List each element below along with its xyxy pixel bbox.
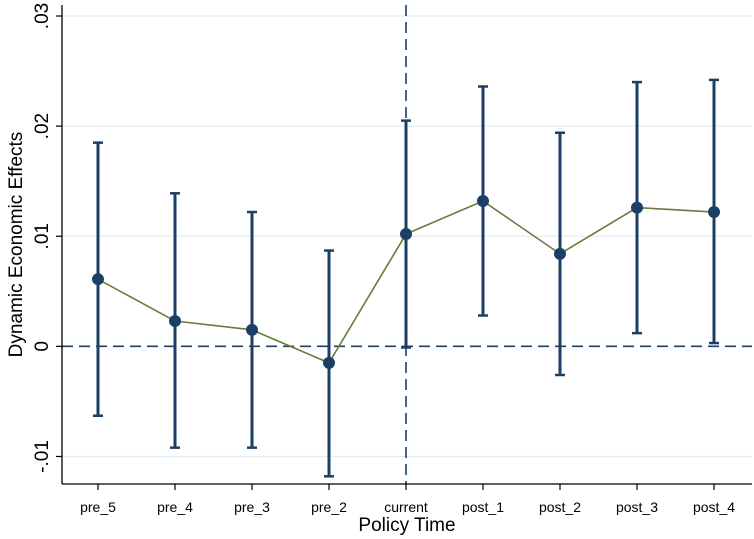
data-point bbox=[92, 273, 104, 286]
data-point bbox=[400, 228, 412, 241]
x-tick-label: pre_5 bbox=[80, 499, 116, 515]
y-tick-label: .01 bbox=[32, 223, 53, 249]
y-tick-label: .03 bbox=[32, 3, 53, 29]
data-point bbox=[477, 195, 489, 208]
x-axis-title: Policy Time bbox=[358, 515, 455, 536]
data-points bbox=[92, 195, 720, 369]
x-tick-label: current bbox=[384, 499, 428, 515]
x-tick-label: post_3 bbox=[616, 499, 658, 515]
y-tick-label: 0 bbox=[32, 341, 53, 352]
x-tick-label: pre_3 bbox=[234, 499, 270, 515]
x-tick-label: pre_4 bbox=[157, 499, 193, 515]
y-axis-title: Dynamic Economic Effects bbox=[6, 132, 27, 358]
data-point bbox=[708, 206, 720, 219]
data-point bbox=[323, 356, 335, 369]
data-point bbox=[554, 247, 566, 260]
x-tick-label: post_1 bbox=[462, 499, 504, 515]
x-ticks: pre_5 pre_4 pre_3 pre_2 current post_1 post_2 p… bbox=[80, 484, 735, 515]
x-tick-label: post_2 bbox=[539, 499, 581, 515]
data-point bbox=[631, 201, 643, 214]
data-point bbox=[246, 323, 258, 336]
y-tick-label: -.01 bbox=[32, 440, 53, 473]
y-tick-label: .02 bbox=[32, 113, 53, 139]
x-tick-label: pre_2 bbox=[311, 499, 347, 515]
x-tick-label: post_4 bbox=[693, 499, 735, 515]
y-ticks: -.01 0 .01 .02 .03 bbox=[32, 3, 62, 473]
data-point bbox=[169, 315, 181, 328]
